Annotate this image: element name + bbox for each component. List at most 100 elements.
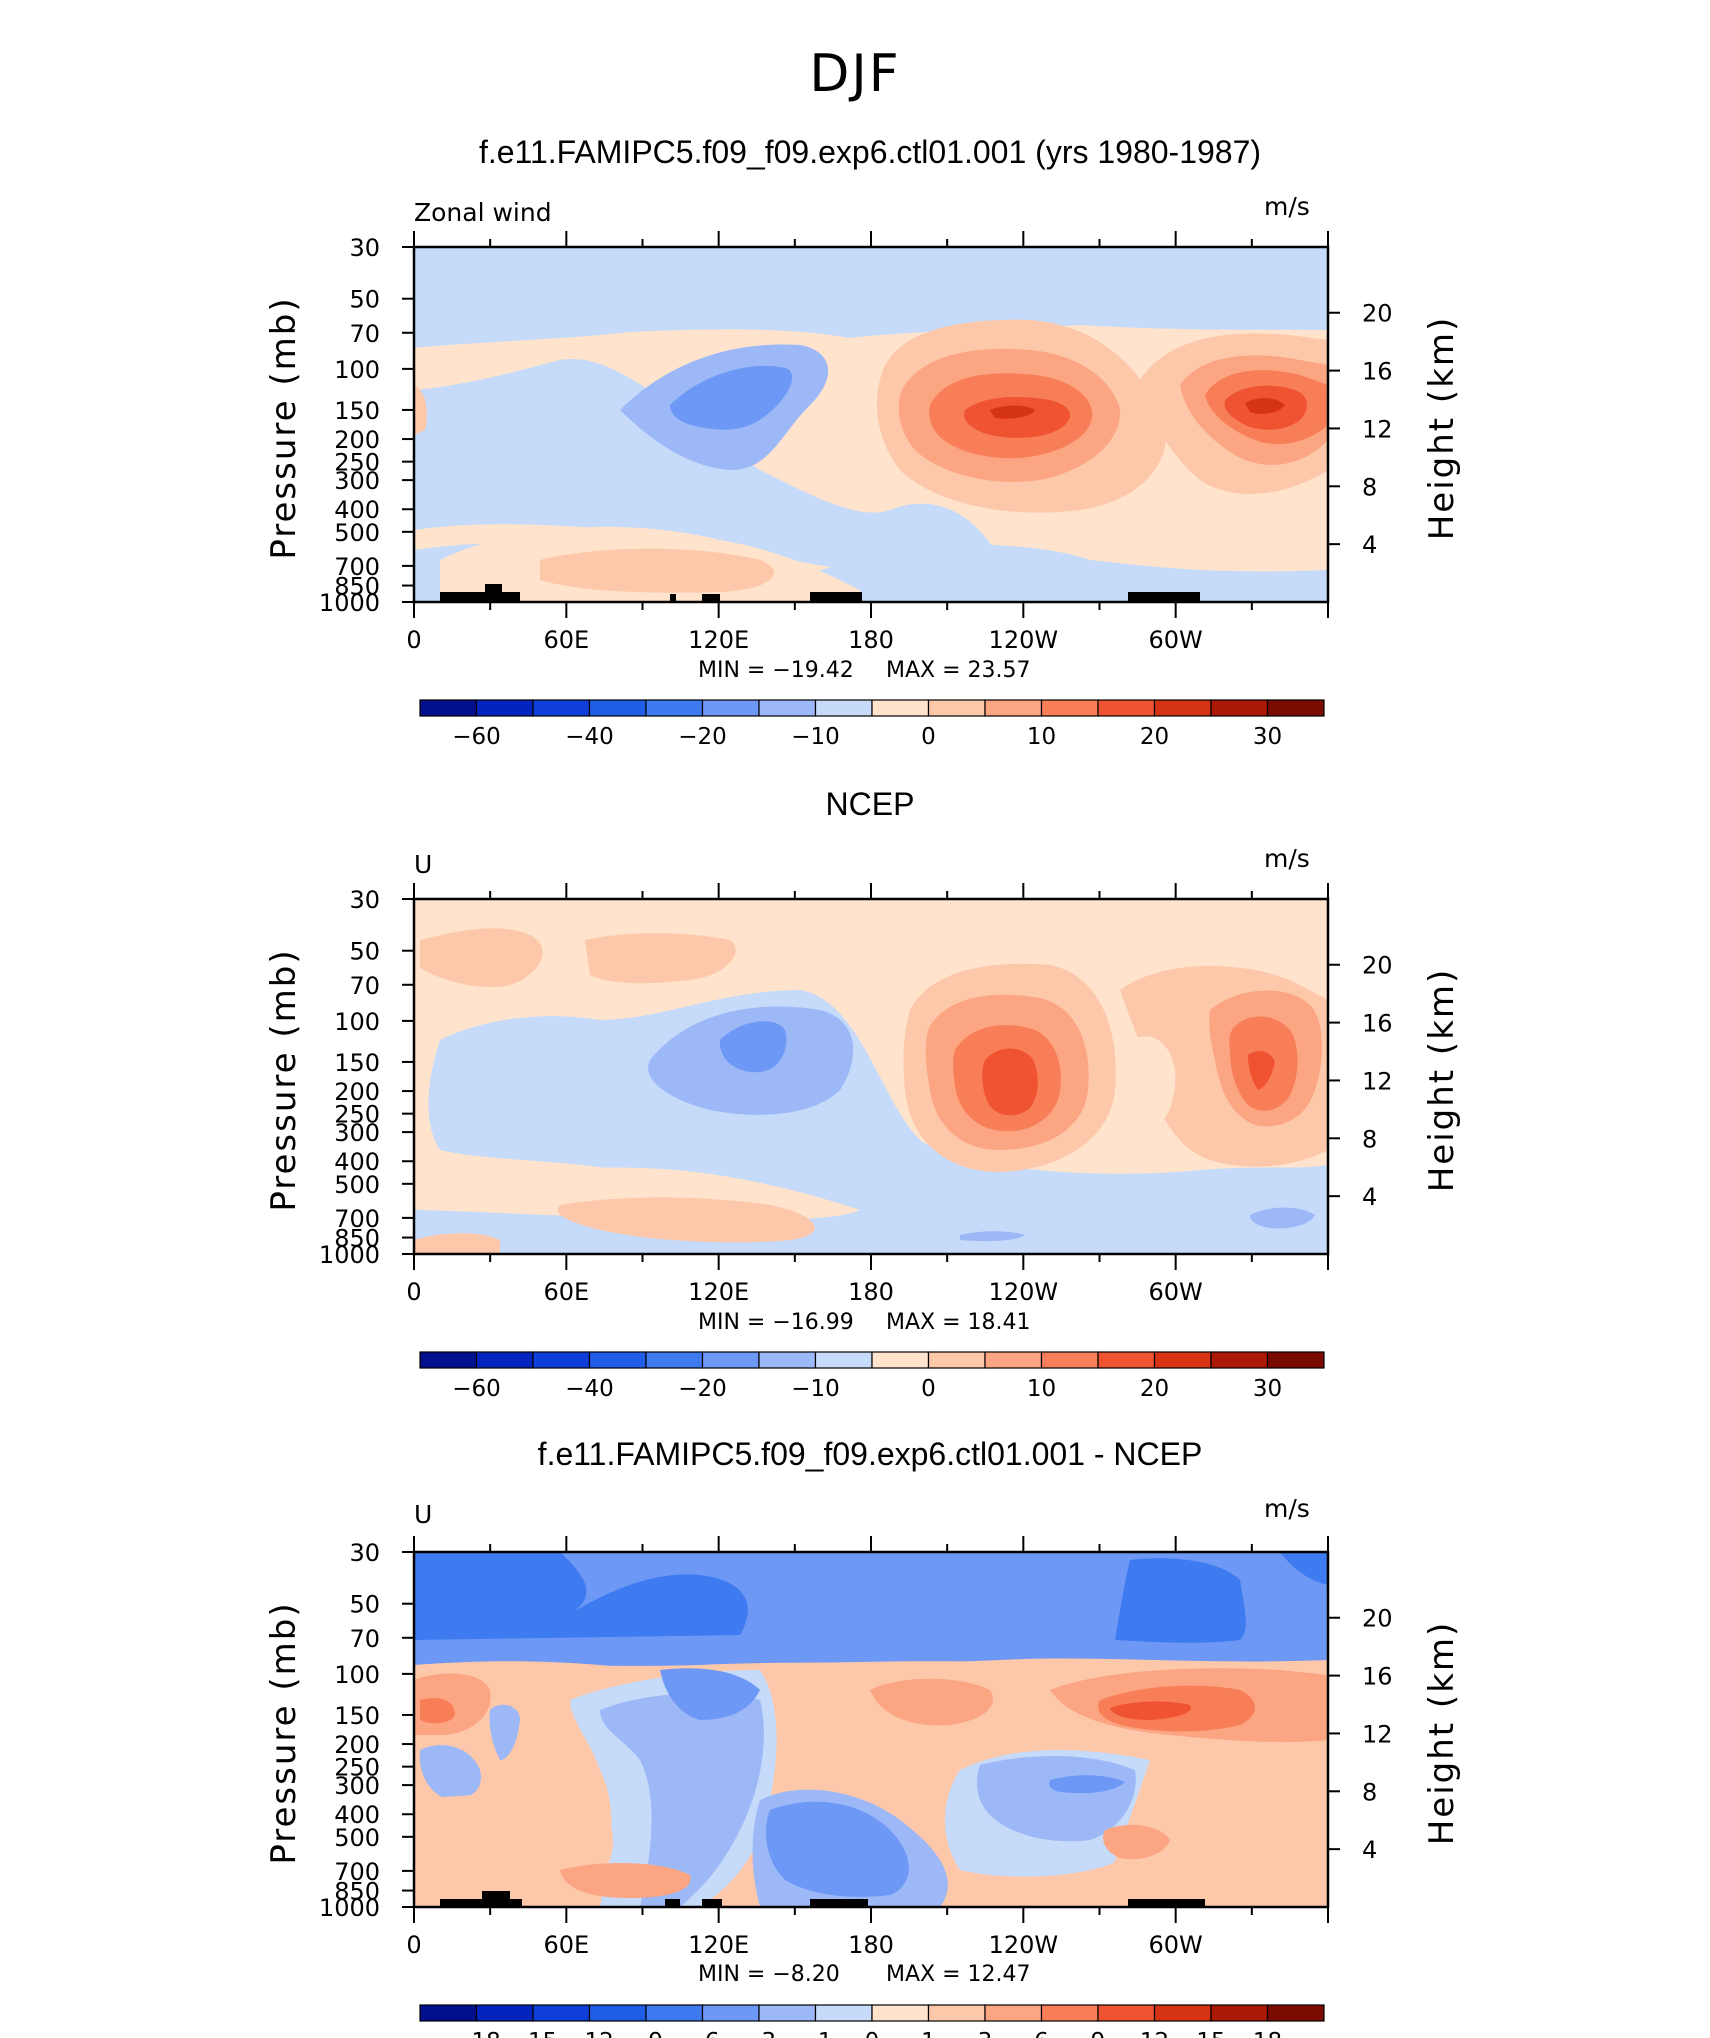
panel-3-ytick-label: 30 — [349, 1539, 380, 1567]
panel-2-y2tick-label: 4 — [1362, 1183, 1377, 1211]
panel-1-colorbar-label: 10 — [1027, 724, 1056, 750]
panel-2-colorbar-swatch — [1266, 1351, 1325, 1369]
panel-1-colorbar-swatch — [1097, 699, 1156, 717]
panel-3-colorbar-label: 18 — [1253, 2029, 1282, 2038]
panel-2-neg-2 — [719, 1021, 787, 1073]
panel-3-y2tick-label: 12 — [1362, 1720, 1393, 1748]
panel-1-ytick-label: 70 — [349, 320, 380, 348]
panel-3-y2label: Height (km) — [1422, 1620, 1462, 1846]
panel-2-ytick-label: 250 — [334, 1101, 380, 1129]
panel-1-y2tick-label: 12 — [1362, 415, 1393, 443]
panel-1-colorbar-swatch — [1153, 699, 1212, 717]
panel-2-ytick-label: 400 — [334, 1148, 380, 1176]
panel-2-ytick-label: 1000 — [319, 1241, 380, 1269]
panel-2-colorbar-swatch — [984, 1351, 1043, 1369]
panel-2-colorbar-swatch — [475, 1351, 534, 1369]
panel-1-colorbar-swatch — [927, 699, 986, 717]
panel-2-colorbar-swatch — [1153, 1351, 1212, 1369]
panel-3-ytick-label: 100 — [334, 1661, 380, 1689]
panel-1-colorbar-swatch — [588, 699, 647, 717]
panel-3-left-label: U — [414, 1500, 433, 1529]
panel-1-cool-patch — [414, 359, 1000, 576]
panel-2-xtick-label: 0 — [406, 1278, 421, 1306]
panel-2-units: m/s — [1264, 844, 1310, 873]
panel-2-colorbar-label: 10 — [1027, 1376, 1056, 1402]
panel-3-colorbar-label: 15 — [1196, 2029, 1225, 2038]
panel-1-neg-2 — [670, 365, 793, 430]
panel-2-colorbar-swatch — [588, 1351, 647, 1369]
panel-1-colorbar-swatch — [1040, 699, 1099, 717]
panel-2-max-label: MAX = 18.41 — [886, 1310, 1031, 1335]
panel-2-ytick-label: 50 — [349, 938, 380, 966]
panel-3-upper-neg-4 — [1280, 1552, 1328, 1585]
panel-1-colorbar-swatch — [1210, 699, 1269, 717]
panel-3-y2tick-label: 8 — [1362, 1778, 1377, 1806]
panel-3-ytick-label: 250 — [334, 1754, 380, 1782]
panel-1-y2tick-label: 8 — [1362, 473, 1377, 501]
panel-2-colorbar-swatch — [701, 1351, 760, 1369]
axes-layer: 0 60E 120E 180 120W 60W3050701001502002503004… — [319, 231, 1393, 2038]
panel-1-units: m/s — [1264, 192, 1310, 221]
panel-3-colorbar-label: 6 — [1034, 2029, 1049, 2038]
panel-1-colorbar-swatch — [419, 699, 478, 717]
panel-2-upper-warm-1 — [420, 928, 543, 988]
panel-3-low-warm-l2 — [560, 1863, 691, 1898]
panel-3-colorbar-swatch — [814, 2004, 873, 2022]
panel-3-colorbar-label: −9 — [629, 2029, 663, 2038]
panel-2-bottom-cool — [515, 1235, 540, 1254]
panel-3-colorbar-label: −1 — [799, 2029, 833, 2038]
panel-3-colorbar-swatch — [1210, 2004, 1269, 2022]
panel-2-colorbar-swatch — [1210, 1351, 1269, 1369]
panel-3-colorbar-swatch — [927, 2004, 986, 2022]
panel-3-colorbar-label: 3 — [978, 2029, 993, 2038]
panel-2-colorbar-swatch — [419, 1351, 478, 1369]
panel-2-title: NCEP — [825, 786, 915, 822]
panel-3-neg-small — [489, 1704, 520, 1760]
panel-1-colorbar-swatch — [475, 699, 534, 717]
panel-3-ylabel: Pressure (mb) — [264, 1601, 304, 1865]
panel-1-colorbar-swatch — [645, 699, 704, 717]
panel-3-upper-neg-2 — [414, 1552, 748, 1640]
panel-3-ytick-label: 850 — [334, 1878, 380, 1906]
panel-1-colorbar-swatch — [984, 699, 1043, 717]
panel-3-colorbar-swatch — [419, 2004, 478, 2022]
panel-2-colorbar-label: 20 — [1140, 1376, 1169, 1402]
panel-3-colorbar-label: −3 — [742, 2029, 776, 2038]
panel-1-y2tick-label: 4 — [1362, 531, 1377, 559]
panel-2-y2tick-label: 20 — [1362, 952, 1393, 980]
panel-1-xtick-label: 0 — [406, 626, 421, 654]
panel-3-neg-column-3 — [660, 1668, 760, 1720]
panel-2-xtick-label: 180 — [848, 1278, 894, 1306]
panel-1-colorbar-swatch — [758, 699, 817, 717]
panel-1-ytick-label: 150 — [334, 397, 380, 425]
panel-1-edge-warm — [414, 385, 427, 435]
panel-1-low-warm-2 — [540, 548, 775, 593]
panel-2-pos-b1-hole — [1128, 1036, 1176, 1130]
panel-3-y2tick-label: 4 — [1362, 1836, 1377, 1864]
panel-2-pos-a4 — [982, 1048, 1038, 1116]
panel-3-plot — [414, 1552, 1328, 1907]
panel-3-colorbar-swatch — [1153, 2004, 1212, 2022]
panel-3-topography — [440, 1891, 1205, 1907]
panel-2-ytick-label: 30 — [349, 886, 380, 914]
panel-2-y2tick-label: 8 — [1362, 1125, 1377, 1153]
panel-3-colorbar-label: 9 — [1091, 2029, 1106, 2038]
panel-3-colorbar-label: −12 — [565, 2029, 614, 2038]
panel-3-low-warm-l — [414, 1794, 614, 1907]
panel-1-ytick-label: 1000 — [319, 589, 380, 617]
panel-1-xtick-label: 120W — [989, 626, 1059, 654]
panel-1-colorbar-label: −60 — [452, 724, 501, 750]
panel-2-low-neg — [1250, 1207, 1315, 1229]
panel-1-colorbar-swatch — [532, 699, 591, 717]
panel-3-colorbar-swatch — [758, 2004, 817, 2022]
panel-1-y2tick-label: 16 — [1362, 358, 1393, 386]
panel-3-colorbar-swatch — [1266, 2004, 1325, 2022]
panel-1-colorbar-label: 20 — [1140, 724, 1169, 750]
panel-2-xtick-label: 120W — [989, 1278, 1059, 1306]
panel-3-y2tick-label: 20 — [1362, 1605, 1393, 1633]
panel-1-colorbar-swatch — [701, 699, 760, 717]
panel-3-ytick-label: 70 — [349, 1625, 380, 1653]
panel-3-ytick-label: 400 — [334, 1801, 380, 1829]
panel-3-y2tick-label: 16 — [1362, 1663, 1393, 1691]
panel-2-colorbar-swatch — [1097, 1351, 1156, 1369]
